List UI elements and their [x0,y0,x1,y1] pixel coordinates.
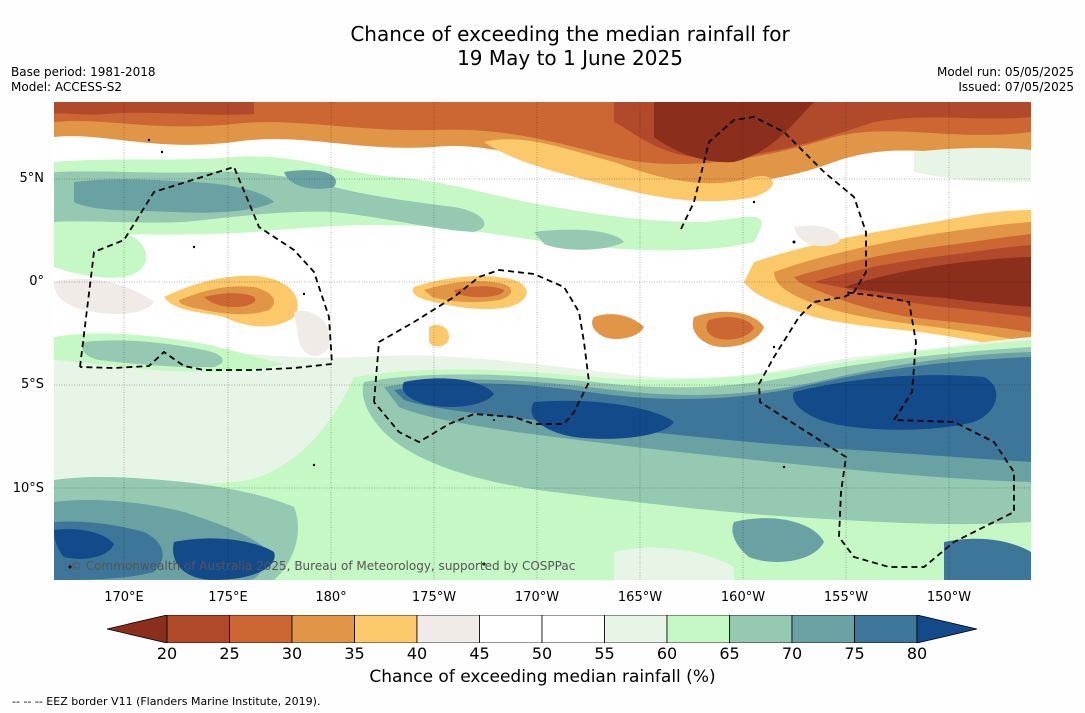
colorbar-tick-label: 25 [219,644,240,663]
colorbar-segment [166,615,230,643]
lat-label-10s: 10°S [12,481,44,496]
lon-label-170e: 170°E [104,590,144,605]
colorbar-tick-label: 55 [594,644,615,663]
colorbar-tick-label: 30 [281,644,303,663]
colorbar-segment [541,615,605,643]
colorbar-tick-label: 65 [719,644,740,663]
chart-title-line1: Chance of exceeding the median rainfall … [350,22,790,46]
colorbar-tick-label: 35 [344,644,365,663]
issued-date: Issued: 07/05/2025 [958,80,1074,94]
colorbar-segment [729,615,793,643]
colorbar-tick-label: 70 [781,644,803,663]
colorbar-segment [854,615,918,643]
model-name: Model: ACCESS-S2 [11,80,123,94]
meta-left: Base period: 1981-2018 Model: ACCESS-S2 [11,65,156,95]
colorbar-tick-label: 75 [844,644,865,663]
eez-legend-footer: -- -- -- EEZ border V11 (Flanders Marine… [12,695,321,708]
chart-title-line2: 19 May to 1 June 2025 [457,46,683,70]
rainfall-map: © Commonwealth of Australia 2025, Bureau… [54,102,1031,580]
colorbar-tick-label: 20 [156,644,178,663]
colorbar-tick-label: 40 [406,644,428,663]
island-specks [68,138,796,569]
lat-label-0: 0° [29,274,44,289]
colorbar-max-arrow [916,615,977,643]
colorbar-segment [291,615,355,643]
lon-label-150w: 150°W [926,590,972,605]
lon-label-180: 180° [315,590,347,605]
colorbar-tick-label: 80 [906,644,928,663]
lon-label-175w: 175°W [411,590,457,605]
colorbar [107,615,977,643]
lon-label-170w: 170°W [514,590,560,605]
south-wet-band [54,337,1031,580]
colorbar-segment [416,615,480,643]
meta-right: Model run: 05/05/2025 Issued: 07/05/2025 [937,65,1074,95]
colorbar-segment [229,615,293,643]
colorbar-tick-label: 50 [531,644,553,663]
lon-label-165w: 165°W [617,590,663,605]
colorbar-segment [354,615,418,643]
model-run-date: Model run: 05/05/2025 [936,65,1074,79]
eez-borders [79,116,1015,568]
colorbar-segment [666,615,730,643]
colorbar-min-arrow [107,615,168,643]
colorbar-tick-label: 60 [656,644,678,663]
colorbar-segment [791,615,855,643]
map-gridlines [54,102,1031,580]
north-wet-band [54,147,1031,251]
north-dry-band [54,102,1031,202]
lat-label-5s: 5°S [20,377,44,392]
colorbar-segment [479,615,543,643]
lon-label-175e: 175°E [208,590,248,605]
copyright-notice: © Commonwealth of Australia 2025, Bureau… [70,559,575,573]
lat-label-5n: 5°N [19,171,45,186]
lon-label-155w: 155°W [823,590,869,605]
colorbar-label: Chance of exceeding median rainfall (%) [369,667,716,687]
colorbar-tick-label: 45 [469,644,490,663]
base-period: Base period: 1981-2018 [11,65,156,79]
colorbar-segment [604,615,668,643]
central-dry-patches [164,275,764,495]
lon-label-160w: 160°W [720,590,766,605]
